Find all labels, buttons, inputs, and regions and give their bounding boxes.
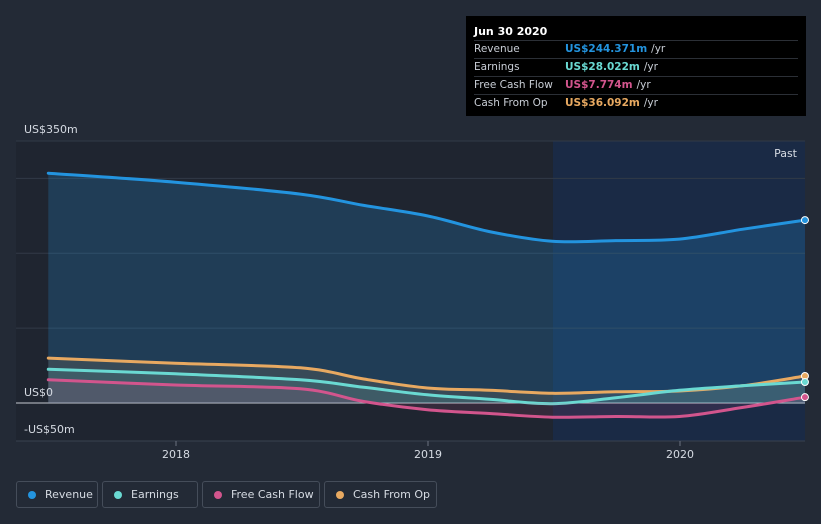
tooltip-row-revenue: Revenue US$244.371m /yr: [474, 40, 798, 58]
free-cash-flow-dot-icon: [214, 490, 222, 499]
past-label: Past: [774, 147, 798, 160]
tooltip-row-cash-from-op: Cash From Op US$36.092m /yr: [474, 94, 798, 112]
free-cash-flow-area: [48, 379, 805, 418]
cash-from-op-area: [48, 358, 805, 403]
tooltip-unit: /yr: [643, 97, 658, 109]
free-cash-flow-line: [46, 378, 807, 419]
y-tick-label: US$350m: [24, 123, 78, 136]
tooltip-unit: /yr: [636, 79, 651, 91]
legend-item-earnings[interactable]: Earnings: [102, 481, 198, 508]
legend-label: Cash From Op: [353, 488, 431, 501]
x-tick-label: 2020: [666, 448, 694, 461]
y-tick-label: -US$50m: [24, 423, 75, 436]
legend-label: Free Cash Flow: [231, 488, 314, 501]
tooltip-value: US$28.022m: [565, 61, 640, 73]
revenue-end-point: [800, 216, 809, 225]
cash-from-op-dot-icon: [336, 490, 344, 499]
legend-item-revenue[interactable]: Revenue: [16, 481, 98, 508]
revenue-area: [48, 173, 805, 403]
tooltip-value: US$36.092m: [565, 97, 640, 109]
revenue-dot-icon: [28, 490, 36, 499]
earnings-end-point: [800, 378, 809, 387]
tooltip-label: Free Cash Flow: [474, 79, 553, 91]
tooltip-date: Jun 30 2020: [474, 25, 548, 38]
y-tick-label: US$0: [24, 386, 53, 399]
tooltip-panel: Jun 30 2020 Revenue US$244.371m /yr Earn…: [466, 16, 806, 116]
tooltip-unit: /yr: [643, 61, 658, 73]
tooltip-unit: /yr: [651, 43, 666, 55]
tooltip-value: US$7.774m: [565, 79, 633, 91]
legend-label: Revenue: [45, 488, 93, 501]
x-tick-label: 2019: [414, 448, 442, 461]
tooltip-row-free-cash-flow: Free Cash Flow US$7.774m /yr: [474, 76, 798, 94]
legend-label: Earnings: [131, 488, 179, 501]
tooltip-label: Earnings: [474, 61, 520, 73]
legend-item-cash-from-op[interactable]: Cash From Op: [324, 481, 437, 508]
earnings-dot-icon: [114, 490, 122, 499]
tooltip-label: Revenue: [474, 43, 520, 55]
earnings-line: [46, 367, 807, 406]
revenue-line: [46, 171, 807, 244]
tooltip-value: US$244.371m: [565, 43, 648, 55]
legend-item-free-cash-flow[interactable]: Free Cash Flow: [202, 481, 320, 508]
x-tick-label: 2018: [162, 448, 190, 461]
tooltip-row-earnings: Earnings US$28.022m /yr: [474, 58, 798, 76]
tooltip-label: Cash From Op: [474, 97, 548, 109]
free-cash-flow-end-point: [800, 393, 809, 402]
